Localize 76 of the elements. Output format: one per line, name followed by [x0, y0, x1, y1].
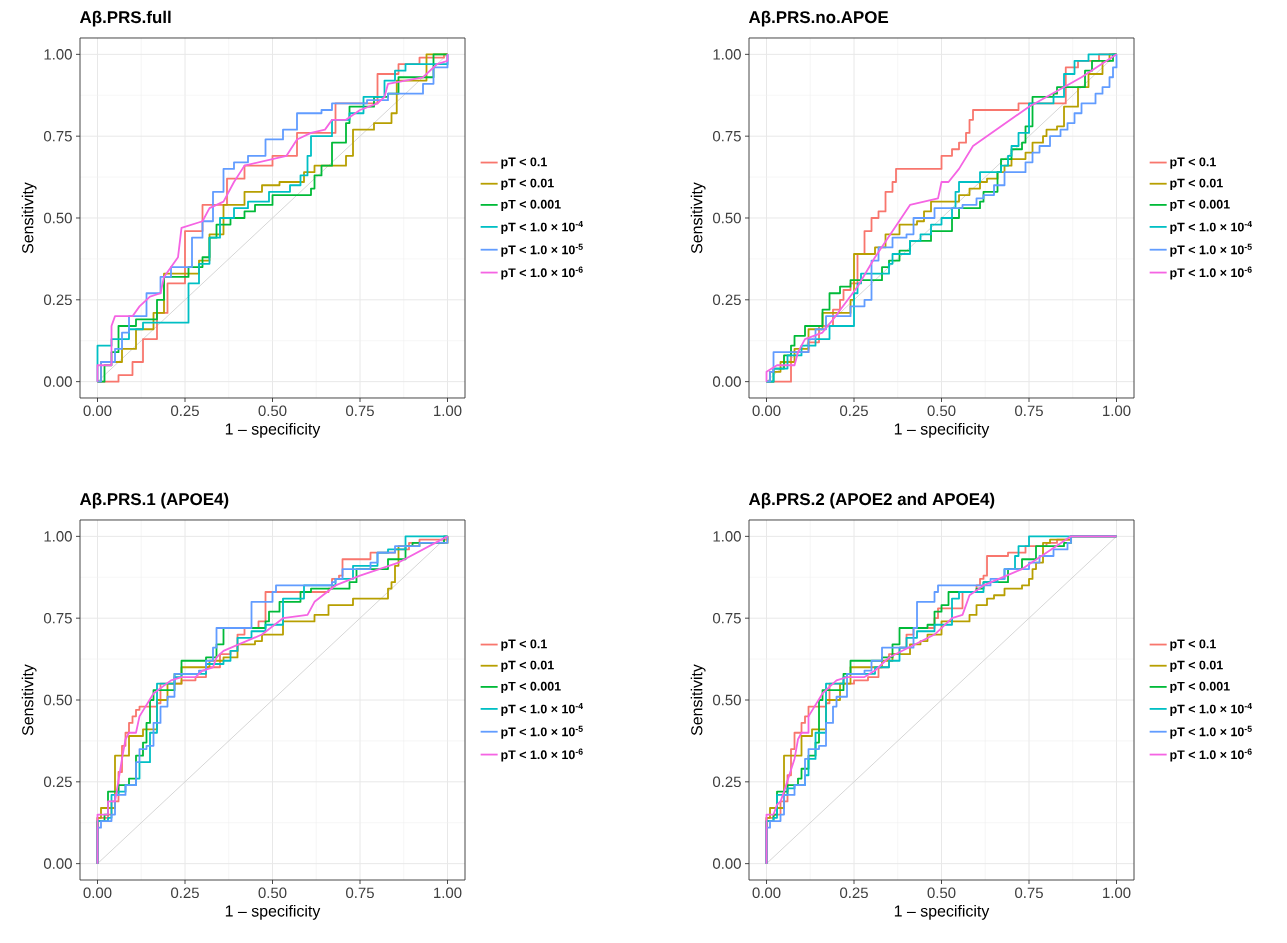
y-tick-label: 0.00	[43, 376, 72, 387]
y-tick-label: 0.50	[43, 694, 72, 706]
x-tick-label: 0.25	[840, 405, 868, 417]
y-axis-title: Sensitivity	[21, 664, 37, 736]
legend-label: pT < 0.01	[501, 660, 554, 672]
x-tick-label: 0.25	[840, 887, 868, 899]
legend-label: pT < 0.01	[1170, 660, 1223, 672]
y-tick-label: 0.75	[712, 612, 741, 624]
x-tick-label: 0.00	[83, 887, 112, 899]
legend-label: pT < 0.001	[501, 199, 561, 212]
x-tick-label: 0.50	[927, 405, 956, 417]
x-tick-label: 0.75	[1015, 887, 1043, 899]
x-tick-label: 0.25	[171, 887, 199, 899]
legend-label: pT < 0.01	[1170, 178, 1223, 190]
legend-label: pT < 0.01	[501, 178, 554, 190]
x-tick-label: 1.00	[434, 887, 462, 899]
y-tick-label: 0.00	[712, 858, 741, 869]
legend-label: pT < 0.001	[501, 681, 561, 694]
legend-label: pT < 0.1	[501, 639, 547, 651]
legend-label: pT < 0.1	[1170, 157, 1216, 169]
chart-title: Aβ.PRS.no.APOE	[748, 10, 889, 27]
x-axis-title: 1 – specificity	[894, 422, 990, 438]
y-axis-title: Sensitivity	[690, 664, 706, 736]
x-tick-label: 0.00	[83, 405, 112, 417]
x-tick-label: 0.50	[258, 887, 287, 899]
y-tick-label: 0.50	[712, 694, 741, 706]
y-tick-label: 0.50	[43, 212, 72, 224]
x-tick-label: 0.00	[752, 405, 781, 417]
x-tick-label: 0.00	[752, 887, 781, 899]
y-tick-label: 0.75	[712, 130, 741, 142]
x-tick-label: 1.00	[434, 405, 462, 417]
y-tick-label: 1.00	[44, 49, 72, 60]
y-tick-label: 0.00	[43, 858, 72, 869]
chart-title: Aβ.PRS.1 (APOE4)	[79, 492, 229, 509]
x-tick-label: 0.50	[258, 405, 287, 417]
chart-title: Aβ.PRS.2 (APOE2 and APOE4)	[748, 492, 995, 509]
x-axis-title: 1 – specificity	[225, 422, 321, 438]
x-tick-label: 0.75	[346, 405, 374, 417]
legend-label: pT < 1.0 × 10$^{-4}$	[501, 702, 583, 716]
legend-label: pT < 1.0 × 10$^{-5}$	[501, 243, 583, 257]
x-tick-label: 1.00	[1103, 405, 1131, 417]
y-axis-title: Sensitivity	[21, 182, 37, 254]
y-tick-label: 0.75	[43, 612, 72, 624]
y-axis-title: Sensitivity	[690, 182, 706, 254]
legend-label: pT < 1.0 × 10$^{-6}$	[501, 748, 583, 762]
y-tick-label: 0.25	[43, 294, 72, 306]
legend-label: pT < 1.0 × 10$^{-5}$	[1170, 725, 1252, 739]
x-tick-label: 0.75	[1015, 405, 1043, 417]
x-axis-title: 1 – specificity	[225, 904, 321, 920]
legend-label: pT < 1.0 × 10$^{-4}$	[1170, 220, 1253, 234]
legend-label: pT < 0.1	[1170, 639, 1216, 651]
x-tick-label: 0.75	[346, 887, 374, 899]
x-axis-title: 1 – specificity	[894, 904, 990, 920]
legend-label: pT < 1.0 × 10$^{-6}$	[1170, 748, 1252, 762]
x-tick-label: 0.50	[927, 887, 956, 899]
chart-title: Aβ.PRS.full	[79, 10, 171, 27]
legend-label: pT < 1.0 × 10$^{-5}$	[501, 725, 583, 739]
legend-label: pT < 0.001	[1170, 199, 1230, 212]
y-tick-label: 0.50	[712, 212, 741, 224]
y-tick-label: 0.00	[712, 376, 741, 387]
y-tick-label: 0.25	[712, 294, 741, 306]
legend-label: pT < 1.0 × 10$^{-4}$	[501, 220, 583, 234]
legend-label: pT < 1.0 × 10$^{-6}$	[501, 266, 583, 280]
y-tick-label: 1.00	[713, 531, 741, 542]
x-tick-label: 0.25	[171, 405, 199, 417]
y-tick-label: 0.25	[43, 776, 72, 788]
x-tick-label: 1.00	[1103, 887, 1131, 899]
y-tick-label: 1.00	[713, 49, 741, 60]
y-tick-label: 0.75	[43, 130, 72, 142]
legend-label: pT < 1.0 × 10$^{-5}$	[1170, 243, 1252, 257]
y-tick-label: 1.00	[44, 531, 72, 542]
legend-label: pT < 0.001	[1170, 681, 1230, 694]
y-tick-label: 0.25	[712, 776, 741, 788]
legend-label: pT < 0.1	[501, 157, 547, 169]
legend-label: pT < 1.0 × 10$^{-4}$	[1170, 702, 1253, 716]
legend-label: pT < 1.0 × 10$^{-6}$	[1170, 266, 1252, 280]
